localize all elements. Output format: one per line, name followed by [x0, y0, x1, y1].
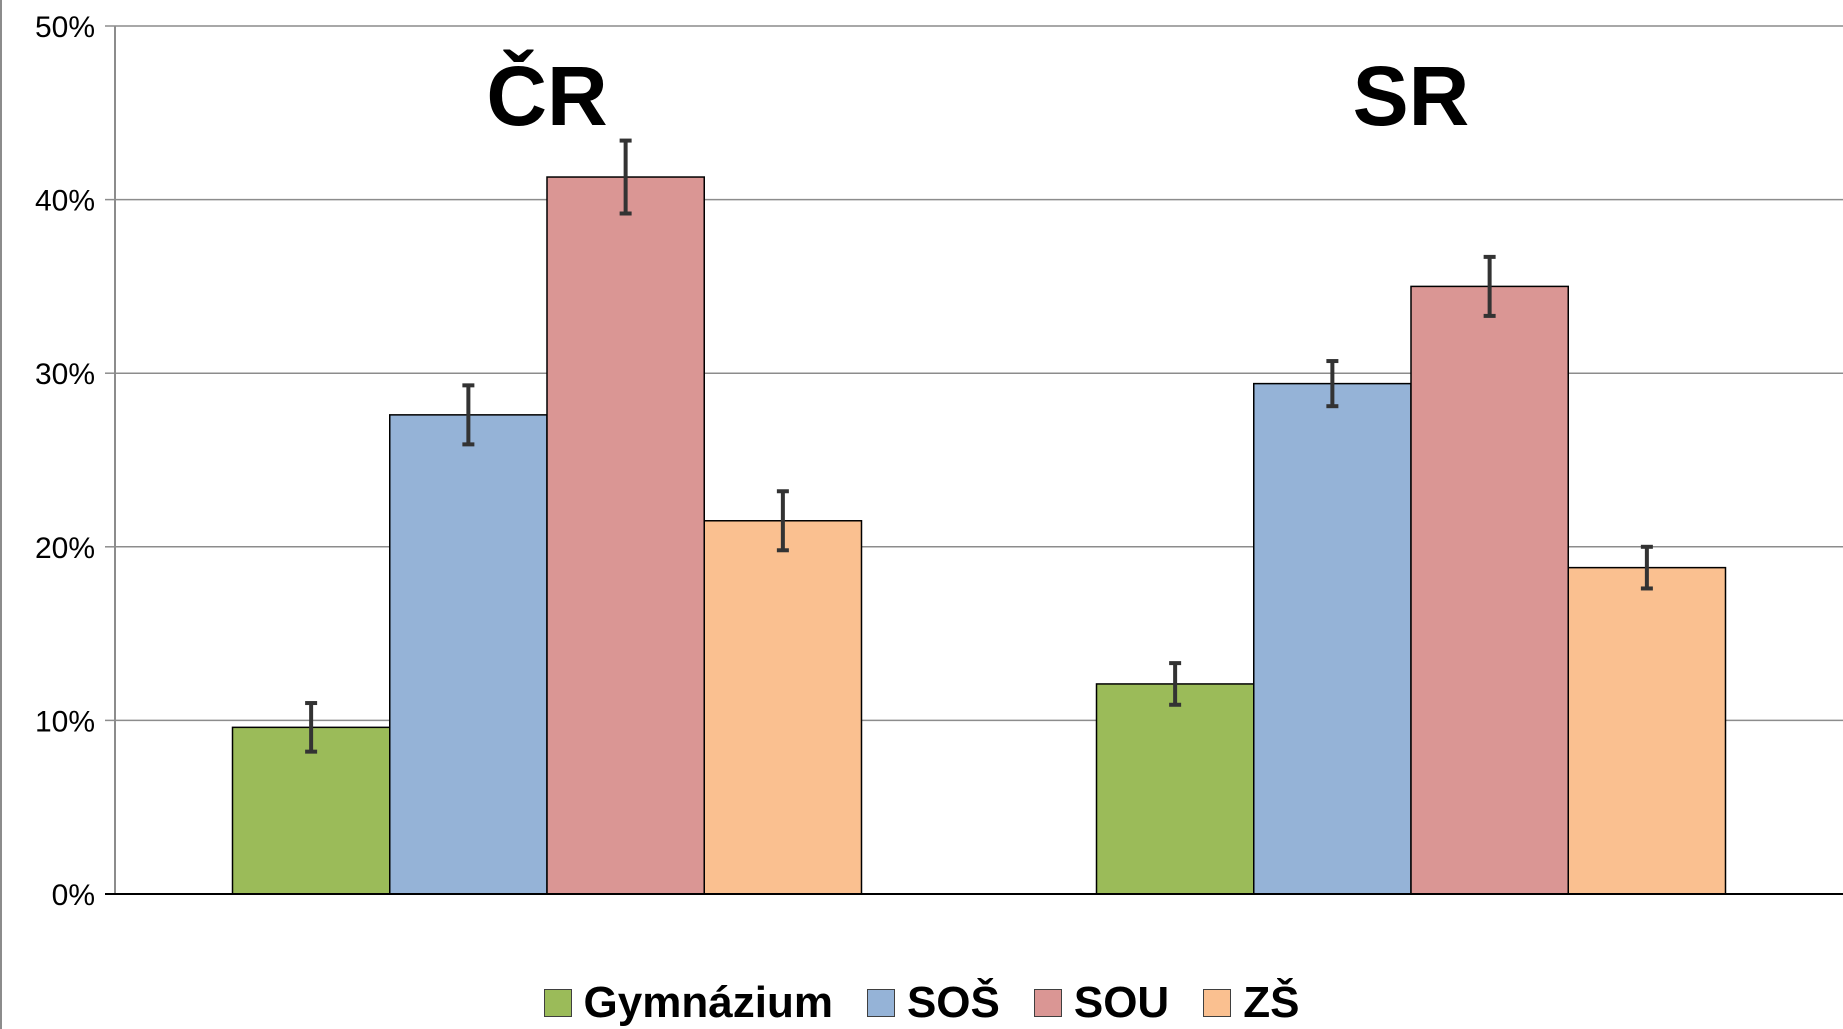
bar-gymn-zium-2 — [1095, 683, 1255, 895]
error-bar — [1640, 544, 1653, 591]
bar-so--1 — [389, 414, 548, 895]
labels: 0% 10% 20% 30% 40% 50% ČR SR — [35, 11, 1469, 912]
error-bar — [619, 138, 632, 216]
bar-z--1 — [703, 520, 863, 895]
y-tick-label: 10% — [35, 705, 95, 738]
legend-swatch — [866, 989, 895, 1017]
axes — [105, 25, 1843, 895]
bar-gymn-zium-1 — [231, 726, 391, 895]
bar-sou-1 — [546, 176, 705, 895]
y-tick-label: 30% — [35, 358, 95, 391]
bar-z--2 — [1567, 566, 1727, 895]
category-label: ČR — [486, 49, 607, 143]
y-tick-label: 50% — [35, 11, 95, 44]
legend-swatch — [1203, 989, 1232, 1017]
error-bar — [1326, 359, 1339, 409]
legend-item: ZŠ — [1203, 978, 1299, 1028]
error-bar — [1483, 254, 1496, 318]
legend: Gymnázium SOŠ SOU ZŠ — [0, 978, 1843, 1028]
legend-swatch — [1033, 989, 1062, 1017]
legend-label: ZŠ — [1243, 978, 1300, 1027]
y-tick-label: 20% — [35, 532, 95, 565]
error-bar — [776, 489, 789, 553]
bars — [231, 138, 1727, 895]
error-bar — [1169, 661, 1182, 707]
legend-item: SOŠ — [866, 978, 1000, 1028]
y-tick-label: 40% — [35, 185, 95, 218]
bar-sou-2 — [1410, 285, 1569, 895]
error-bar — [462, 383, 475, 447]
legend-item: SOU — [1033, 978, 1170, 1028]
category-label: SR — [1353, 49, 1470, 143]
legend-label: Gymnázium — [583, 978, 833, 1027]
bar-so--2 — [1253, 382, 1412, 895]
y-tick-label: 0% — [52, 879, 95, 912]
legend-item: Gymnázium — [543, 978, 833, 1028]
legend-label: SOŠ — [906, 978, 1000, 1027]
error-bar — [305, 701, 318, 754]
legend-label: SOU — [1073, 978, 1170, 1027]
legend-swatch — [543, 989, 572, 1017]
